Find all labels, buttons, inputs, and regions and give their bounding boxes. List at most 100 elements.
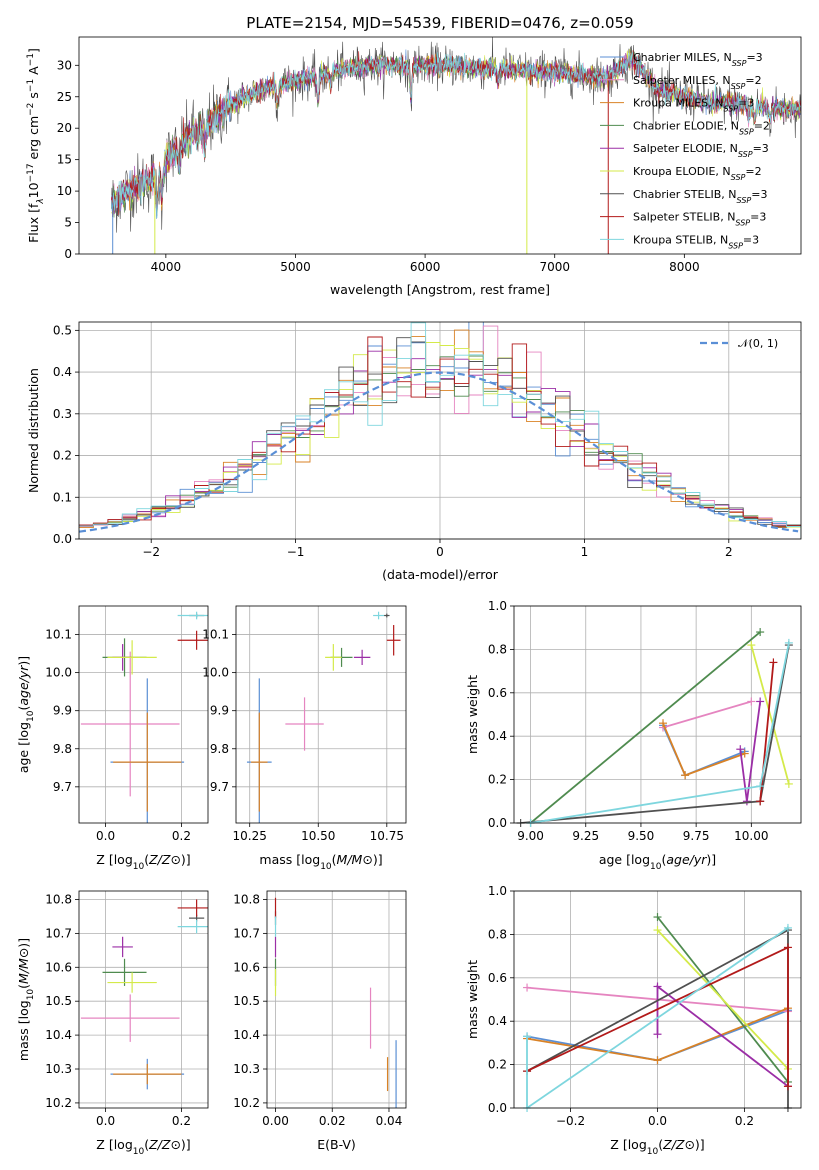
legend-label-main: Salpeter STELIB, N [633, 211, 735, 224]
axes-frame [513, 605, 802, 824]
x-tick-label: 6000 [410, 260, 441, 274]
y-tick-label: 0.8 [488, 927, 507, 941]
legend-label-rest: =3 [743, 233, 759, 246]
axes-frame [78, 890, 209, 1109]
spectrum-line [111, 51, 801, 219]
spectrum-line [111, 37, 801, 233]
label-part: 10 [26, 710, 36, 722]
y-tick-label: 10.8 [45, 892, 72, 906]
label-part: 10 [650, 862, 662, 872]
legend-label-sub: SSP [728, 241, 743, 250]
x-tick-label: 9.75 [683, 829, 710, 843]
weight-line [530, 642, 790, 823]
label-part: ( [16, 984, 31, 989]
y-tick-label: 1.0 [488, 884, 507, 898]
x-tick-label: 7000 [539, 260, 570, 274]
label-part: −1 [26, 53, 36, 66]
y-tick-label: 10.1 [202, 628, 229, 642]
label-part: ( [658, 1137, 663, 1152]
weight-line [656, 929, 789, 1070]
x-tick-label: 0.02 [319, 1114, 346, 1128]
legend-label-sub: SSP [723, 104, 738, 113]
label-part: )] [181, 852, 191, 867]
y-tick-label: 0.8 [488, 642, 507, 656]
y-axis-label: mass weight [465, 960, 480, 1039]
label-part: mass [log [16, 1000, 31, 1061]
legend-label: Chabrier ELODIE, NSSP=2 [633, 119, 770, 136]
x-tick-label: 0.2 [735, 1114, 754, 1128]
axes-weight_vs_age: 9.00 9.25 9.50 9.75 10.00 0.0 0.2 0.4 0.6 0.8 1.0 a… [465, 599, 802, 872]
weight-line [750, 644, 790, 785]
legend-label-rest: =3 [746, 51, 762, 64]
x-axis-label: Z [log10(Z/Z⊙)] [96, 1137, 190, 1157]
label-part: A [26, 66, 41, 79]
label-part: age [log [599, 852, 650, 867]
legend-label-sub: SSP [737, 195, 752, 204]
x-tick-label: 8000 [669, 260, 700, 274]
y-tick-label: 0.4 [488, 729, 507, 743]
y-axis-label: mass [log10(M/M⊙)] [16, 938, 36, 1061]
label-part: 10 [133, 1147, 145, 1157]
y-tick-label: 9.8 [53, 742, 72, 756]
y-tick-label: 5 [64, 216, 72, 230]
label-part: Z/Z⊙ [662, 1137, 695, 1152]
x-axis-label: (data-model)/error [382, 567, 499, 582]
x-tick-label: 0 [436, 545, 444, 559]
legend-label-rest: =3 [750, 211, 766, 224]
label-part: Z [log [610, 1137, 646, 1152]
y-tick-label: 10.6 [233, 960, 260, 974]
legend-label-sub: SSP [731, 81, 746, 90]
axes-mass_vs_Z: 0.0 0.2 10.2 10.3 10.4 10.5 10.6 10.7 10.8 Z [log… [16, 890, 209, 1157]
legend-label-rest: =2 [745, 165, 761, 178]
label-part: Z [log [96, 1137, 132, 1152]
x-tick-label: 5000 [280, 260, 311, 274]
legend-label: Salpeter STELIB, NSSP=3 [633, 211, 766, 228]
x-tick-label: 10.00 [734, 829, 768, 843]
y-tick-label: 10.4 [233, 1028, 260, 1042]
label-part: 10 [26, 989, 36, 1001]
label-part: 10 [26, 182, 41, 198]
y-tick-label: 10.0 [202, 666, 229, 680]
axes-frame [513, 890, 802, 1109]
y-tick-label: 0.2 [53, 449, 72, 463]
axes-age_vs_mass: 10.25 10.50 10.75 9.7 9.8 9.9 10.0 10.1 mass [lo… [202, 605, 407, 872]
label-part: ( [144, 1137, 149, 1152]
y-axis-label: mass weight [465, 675, 480, 754]
label-part: )] [706, 852, 716, 867]
y-tick-label: 10.3 [233, 1062, 260, 1076]
y-tick-label: 9.7 [53, 780, 72, 794]
x-tick-label: 1 [581, 545, 589, 559]
weight-line [662, 700, 752, 729]
label-part: 10 [133, 862, 145, 872]
spectrum-line [111, 50, 801, 218]
label-part: 10 [647, 1147, 659, 1157]
label-part: Flux [f [26, 203, 41, 243]
y-tick-label: 9.9 [53, 704, 72, 718]
legend-label-sub: SSP [738, 150, 753, 159]
x-tick-label: −2 [142, 545, 160, 559]
x-tick-label: −1 [287, 545, 305, 559]
y-tick-label: 10.5 [45, 994, 72, 1008]
label-part: s [26, 92, 41, 103]
legend-label-main: Chabrier ELODIE, N [633, 119, 739, 132]
legend-label-rest: =2 [754, 119, 770, 132]
label-part: age/yr [16, 665, 31, 706]
x-tick-label: 10.25 [233, 829, 267, 843]
axes-frame [266, 890, 407, 1109]
x-axis-label: Z [log10(Z/Z⊙)] [96, 852, 190, 872]
x-tick-label: 0.0 [648, 1114, 667, 1128]
label-part: −1 [26, 79, 36, 92]
weight-line [526, 927, 789, 1108]
label-part: )] [373, 852, 383, 867]
y-tick-label: 10.7 [233, 926, 260, 940]
legend-label: Chabrier STELIB, NSSP=3 [633, 188, 767, 205]
x-tick-label: 10.75 [370, 829, 404, 843]
label-part: )] [181, 1137, 191, 1152]
y-tick-label: 10.2 [233, 1096, 260, 1110]
axes-frame [78, 321, 802, 540]
label-part: E(B-V) [317, 1137, 356, 1152]
x-axis-label: mass [log10(M/M⊙)] [259, 852, 382, 872]
legend-label-main: Salpeter ELODIE, N [633, 142, 738, 155]
label-part: ( [144, 852, 149, 867]
